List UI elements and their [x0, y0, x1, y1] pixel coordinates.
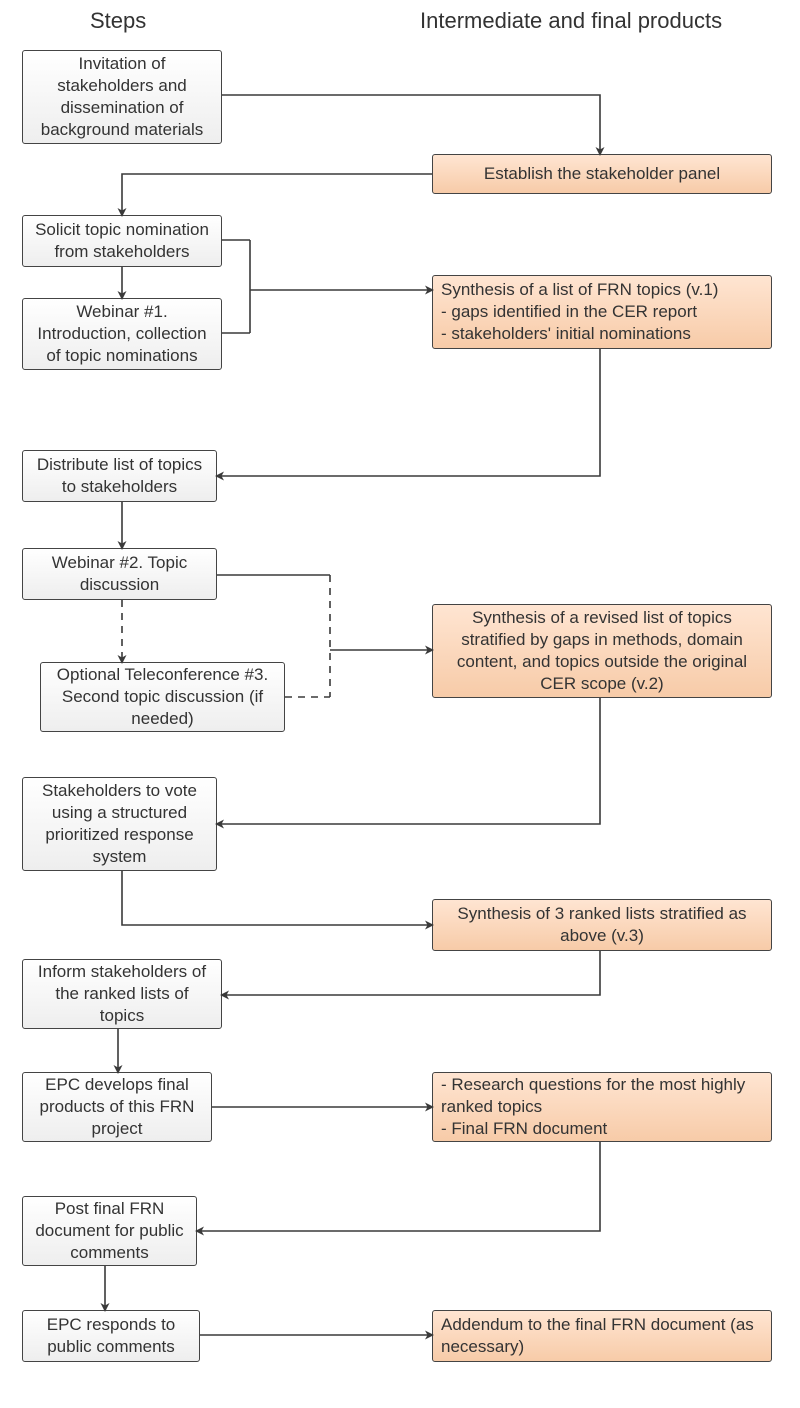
box-establish-panel: Establish the stakeholder panel: [432, 154, 772, 194]
text-vote: Stakeholders to vote using a structured …: [31, 780, 208, 868]
header-products: Intermediate and final products: [420, 8, 722, 34]
header-steps: Steps: [90, 8, 146, 34]
header-products-text: Intermediate and final products: [420, 8, 722, 33]
text-epc-responds: EPC responds to public comments: [31, 1314, 191, 1358]
box-research-q: - Research questions for the most highly…: [432, 1072, 772, 1142]
text-distribute: Distribute list of topics to stakeholder…: [31, 454, 208, 498]
box-distribute: Distribute list of topics to stakeholder…: [22, 450, 217, 502]
box-synthesis-v1: Synthesis of a list of FRN topics (v.1) …: [432, 275, 772, 349]
box-post-final: Post final FRN document for public comme…: [22, 1196, 197, 1266]
text-research-q: - Research questions for the most highly…: [441, 1074, 763, 1140]
box-solicit: Solicit topic nomination from stakeholde…: [22, 215, 222, 267]
header-steps-text: Steps: [90, 8, 146, 33]
box-teleconf: Optional Teleconference #3. Second topic…: [40, 662, 285, 732]
box-webinar1: Webinar #1. Introduction, collection of …: [22, 298, 222, 370]
text-post-final: Post final FRN document for public comme…: [31, 1198, 188, 1264]
box-inform: Inform stakeholders of the ranked lists …: [22, 959, 222, 1029]
box-synthesis-v3: Synthesis of 3 ranked lists stratified a…: [432, 899, 772, 951]
box-vote: Stakeholders to vote using a structured …: [22, 777, 217, 871]
text-invitation: Invitation of stakeholders and dissemina…: [31, 53, 213, 141]
text-webinar2: Webinar #2. Topic discussion: [31, 552, 208, 596]
text-synthesis-v3: Synthesis of 3 ranked lists stratified a…: [441, 903, 763, 947]
text-synthesis-v2: Synthesis of a revised list of topics st…: [441, 607, 763, 695]
text-epc-develops: EPC develops final products of this FRN …: [31, 1074, 203, 1140]
box-webinar2: Webinar #2. Topic discussion: [22, 548, 217, 600]
text-webinar1: Webinar #1. Introduction, collection of …: [31, 301, 213, 367]
text-teleconf: Optional Teleconference #3. Second topic…: [49, 664, 276, 730]
box-synthesis-v2: Synthesis of a revised list of topics st…: [432, 604, 772, 698]
text-establish-panel: Establish the stakeholder panel: [484, 163, 720, 185]
text-synthesis-v1: Synthesis of a list of FRN topics (v.1) …: [441, 279, 718, 345]
text-solicit: Solicit topic nomination from stakeholde…: [31, 219, 213, 263]
box-invitation: Invitation of stakeholders and dissemina…: [22, 50, 222, 144]
text-inform: Inform stakeholders of the ranked lists …: [31, 961, 213, 1027]
text-addendum: Addendum to the final FRN document (as n…: [441, 1314, 763, 1358]
box-epc-develops: EPC develops final products of this FRN …: [22, 1072, 212, 1142]
box-epc-responds: EPC responds to public comments: [22, 1310, 200, 1362]
box-addendum: Addendum to the final FRN document (as n…: [432, 1310, 772, 1362]
